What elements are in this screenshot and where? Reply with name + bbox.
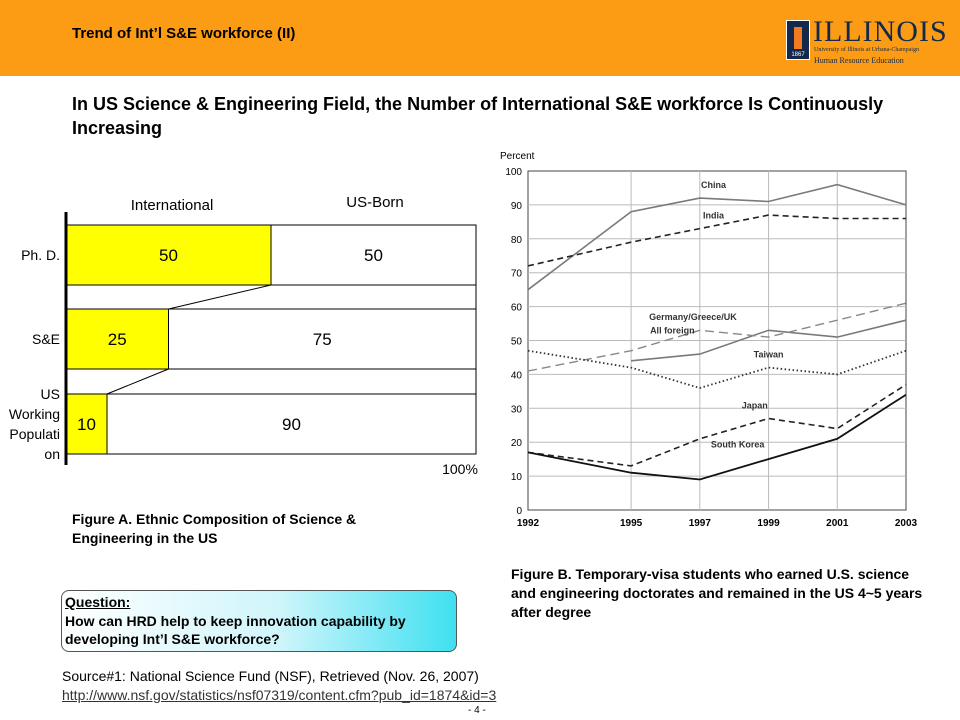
- header-bar: Trend of Int’l S&E workforce (II) 1867 I…: [0, 0, 960, 76]
- axis-end-label: 100%: [442, 461, 478, 477]
- category-label-line: S&E: [32, 331, 60, 347]
- x-tick-label: 1995: [620, 518, 643, 529]
- bar-us-born: [168, 308, 477, 370]
- category-label-line: on: [44, 446, 60, 462]
- logo-tagline: Human Resource Education: [814, 56, 904, 65]
- y-tick-label: 0: [516, 506, 522, 517]
- bar-value-us-born: 90: [282, 415, 301, 434]
- y-tick-label: 60: [511, 303, 523, 314]
- x-tick-label: 2001: [826, 518, 849, 529]
- page-number: - 4 -: [468, 705, 486, 716]
- bar-us-born: [270, 224, 477, 286]
- category-label-line: Populati: [9, 426, 60, 442]
- series-line: [527, 349, 907, 389]
- y-tick-label: 100: [505, 167, 522, 178]
- category-label: US Working Populati on: [9, 386, 60, 462]
- category-label-line: Working: [9, 406, 60, 422]
- bar-us-born: [106, 393, 477, 455]
- series-line: [527, 383, 907, 467]
- y-tick-label: 10: [511, 472, 523, 483]
- figure-a-bar-chart: International US-Born 50 50 Ph. D. 25 75 S&E 10 9…: [9, 194, 478, 477]
- y-tick-label: 50: [511, 337, 523, 348]
- category-label-line: Ph. D.: [21, 247, 60, 263]
- figure-b-line-chart: 1992 1995 1997 1999 2001 2003 0 10 20 30 40 50 60 70 8…: [500, 151, 918, 529]
- bar-value-international: 50: [159, 246, 178, 265]
- y-tick-label: 70: [511, 269, 523, 280]
- series-label: India: [703, 210, 725, 220]
- series-label: Japan: [742, 400, 768, 410]
- question-callout: Question: How can HRD help to keep innov…: [61, 590, 457, 652]
- series-label: South Korea: [711, 439, 765, 449]
- bar-gap-frame: [65, 368, 477, 395]
- x-tick-label: 2003: [895, 518, 918, 529]
- series-label: Germany/Greece/UK: [649, 312, 737, 322]
- figure-a-caption: Figure A. Ethnic Composition of Science …: [72, 511, 357, 546]
- slide-title: In US Science & Engineering Field, the N…: [72, 94, 884, 138]
- source-citation: Source#1: National Science Fund (NSF), R…: [62, 668, 479, 684]
- question-label: Question:: [65, 594, 131, 610]
- bar-connector: [168, 284, 272, 310]
- legend-us-born: US-Born: [346, 194, 404, 211]
- x-tick-label: 1999: [757, 518, 780, 529]
- category-label: S&E: [32, 331, 60, 347]
- logo-tagline-small: University of Illinois at Urbana-Champai…: [814, 47, 919, 53]
- illinois-logo: 1867 ILLINOIS University of Illinois at …: [786, 17, 947, 67]
- series-line: [527, 183, 907, 291]
- bar-value-us-born: 50: [364, 246, 383, 265]
- x-tick-label: 1992: [517, 518, 540, 529]
- bar-international: [65, 393, 108, 455]
- question-text: How can HRD help to keep innovation capa…: [65, 613, 406, 647]
- logo-name: ILLINOIS: [813, 15, 948, 48]
- source-link[interactable]: http://www.nsf.gov/statistics/nsf07319/c…: [62, 687, 497, 703]
- y-tick-label: 20: [511, 438, 523, 449]
- category-label-line: US: [41, 386, 60, 402]
- bar-international: [65, 224, 272, 286]
- y-tick-label: 80: [511, 235, 523, 246]
- bar-value-us-born: 75: [313, 330, 332, 349]
- slide-section-title: Trend of Int’l S&E workforce (II): [72, 25, 296, 42]
- series-line: [527, 393, 907, 481]
- bar-connector: [106, 368, 169, 395]
- legend-international: International: [131, 197, 214, 214]
- y-tick-label: 40: [511, 370, 523, 381]
- bar-value-international: 10: [77, 415, 96, 434]
- series-line: [631, 319, 907, 362]
- block-i-icon: 1867: [786, 20, 810, 60]
- figure-b-caption: Figure B. Temporary-visa students who ea…: [511, 566, 923, 620]
- y-axis-label: Percent: [500, 151, 535, 162]
- series-line: [527, 214, 906, 267]
- series-label: Taiwan: [754, 349, 784, 359]
- series-label: China: [701, 180, 727, 190]
- x-tick-label: 1997: [689, 518, 712, 529]
- category-label: Ph. D.: [21, 247, 60, 263]
- y-tick-label: 90: [511, 201, 523, 212]
- series-line: [527, 302, 907, 372]
- bar-gap-frame: [65, 284, 477, 310]
- bar-value-international: 25: [108, 330, 127, 349]
- y-tick-label: 30: [511, 404, 523, 415]
- series-label: All foreign: [650, 326, 695, 336]
